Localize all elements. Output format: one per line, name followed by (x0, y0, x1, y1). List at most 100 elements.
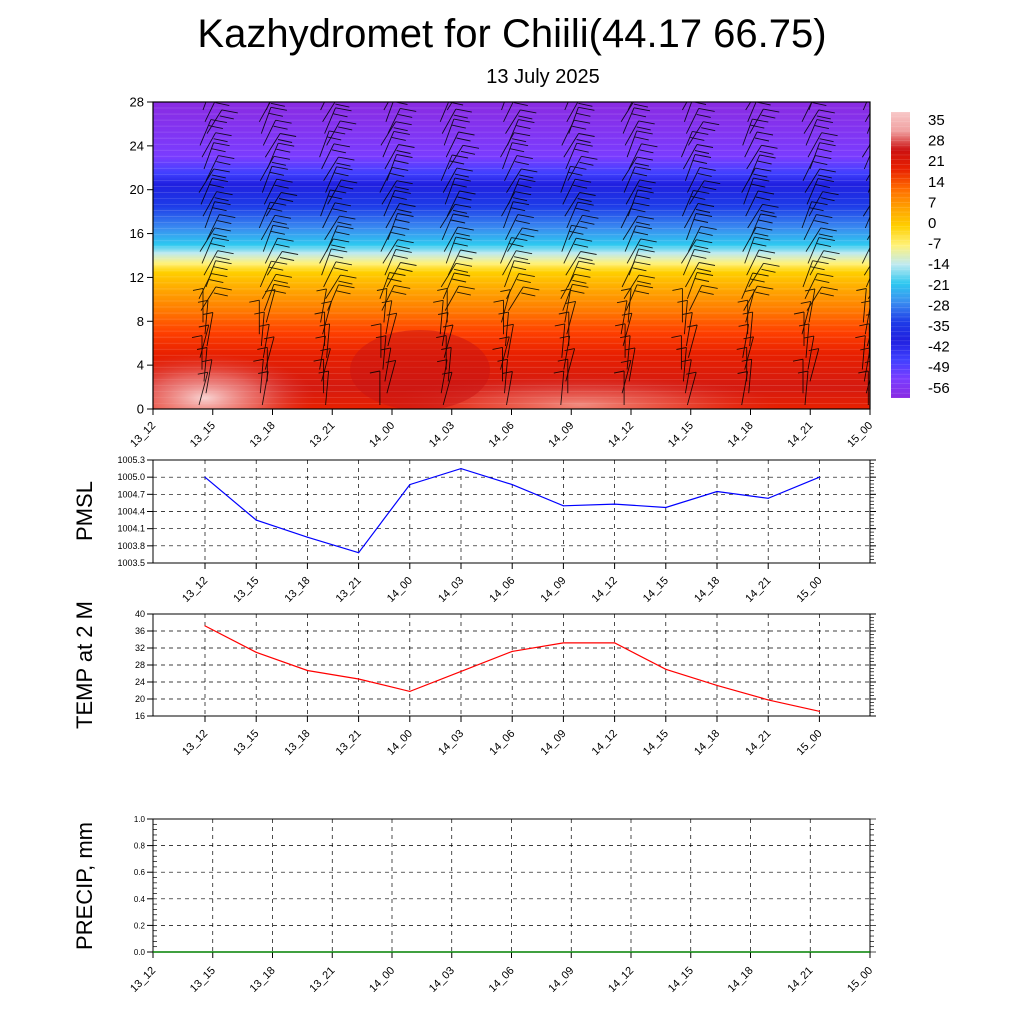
wind-barb-shaft (626, 335, 631, 370)
wind-barb-shaft (567, 156, 582, 182)
heatmap-x-tick-label: 14_18 (726, 420, 756, 450)
x-tick-label: 14_09 (546, 965, 576, 995)
wind-barb-flag (271, 289, 286, 294)
wind-barb-flag (192, 287, 204, 291)
wind-barb-flag (380, 347, 391, 351)
wind-barb-shaft (199, 119, 212, 146)
wind-barb-flag (320, 348, 331, 352)
wind-barb-flag (280, 133, 297, 137)
heatmap-x-tick-label: 13_21 (307, 420, 337, 450)
wind-barb-flag (636, 156, 653, 161)
wind-barb-flag (270, 106, 287, 111)
wind-barb-flag (815, 279, 830, 284)
wind-barb-flag (396, 150, 411, 154)
wind-barb-flag (692, 254, 707, 259)
wind-barb-flag (453, 213, 470, 218)
wind-barb-shaft (262, 324, 270, 358)
wind-barb-flag (578, 257, 593, 261)
wind-barb-flag (879, 221, 893, 224)
wind-barb-flag (338, 280, 353, 285)
wind-barb-flag (211, 90, 225, 93)
heatmap-x-tick-label: 13_18 (248, 420, 278, 450)
wind-barb-flag (701, 127, 716, 132)
heatmap-y-tick-label: 8 (137, 314, 144, 329)
wind-barb-flag (271, 260, 288, 265)
wind-barb-flag (638, 248, 655, 253)
wind-barb-flag (631, 208, 646, 213)
wind-barb-shaft (323, 261, 337, 288)
heatmap-y-tick-label: 12 (130, 270, 144, 285)
wind-barb-flag (270, 230, 285, 235)
wind-barb-flag (638, 274, 655, 279)
x-tick-label: 15_00 (794, 728, 824, 758)
wind-barb-flag (215, 260, 232, 265)
wind-barb-shaft (504, 359, 508, 394)
wind-barb-shaft (809, 250, 824, 276)
y-tick-label: 24 (135, 677, 145, 687)
wind-barb-flag (576, 112, 591, 117)
wind-barb-flag (570, 165, 587, 170)
wind-barb-shaft (264, 133, 281, 158)
wind-barb-shaft (200, 178, 213, 205)
wind-barb-flag (313, 358, 324, 362)
wind-barb-shaft (321, 348, 331, 382)
wind-barb-flag (621, 288, 632, 291)
wind-barb-flag (703, 121, 720, 126)
wind-barb-shaft (685, 108, 700, 134)
wind-barb-flag (752, 242, 767, 247)
x-tick-label: 14_21 (785, 965, 815, 995)
wind-barb-flag (456, 291, 471, 296)
wind-barb-flag (517, 184, 532, 189)
wind-barb-flag (451, 96, 467, 99)
wind-barb-flag (819, 142, 836, 147)
wind-barb-flag (875, 238, 891, 241)
wind-barb-flag (696, 144, 714, 148)
x-tick-label: 13_15 (188, 965, 218, 995)
wind-barb-flag (754, 232, 769, 237)
wind-barb-flag (638, 91, 652, 94)
wind-barb-flag (633, 103, 648, 108)
wind-barb-flag (816, 115, 831, 120)
wind-barb-shaft (622, 313, 633, 347)
wind-barb-flag (816, 243, 831, 248)
dark-patch (350, 330, 490, 409)
wind-barb-shaft (565, 251, 581, 276)
pmsl-panel: 1003.5 1003.8 1004.1 1004.4 1004.7 1005.0 1005… (72, 455, 876, 605)
data-point (306, 669, 308, 672)
wind-barb-shaft (686, 167, 701, 193)
wind-barb-shaft (801, 201, 813, 229)
wind-barb-flag (759, 96, 775, 99)
x-tick-label: 13_18 (282, 575, 312, 605)
wind-barb-shaft (384, 249, 397, 276)
wind-barb-flag (875, 267, 889, 270)
wind-barb-flag (336, 290, 351, 295)
wind-barbs (191, 90, 893, 406)
wind-barb-flag (278, 142, 295, 147)
colorbar-label: -49 (928, 359, 950, 376)
wind-barb-flag (694, 92, 708, 95)
wind-barb-shaft (503, 201, 514, 229)
wind-barb-flag (436, 335, 447, 339)
wind-barb-shaft (385, 203, 400, 229)
wind-barb-flag (441, 371, 453, 375)
wind-barb-flag (558, 311, 569, 315)
wind-barb-shaft (507, 324, 514, 358)
data-point (204, 625, 206, 627)
wind-barb-shaft (206, 109, 223, 134)
wind-barb-shaft (748, 154, 761, 181)
wind-barb-shaft (745, 190, 759, 217)
wind-barb-shaft (866, 124, 870, 134)
wind-barb-flag (568, 171, 583, 176)
wind-barb-flag (454, 203, 472, 208)
wind-barb-shaft (200, 286, 217, 311)
data-point (511, 484, 513, 486)
x-tick-label: 14_06 (487, 728, 517, 758)
wind-barb-flag (636, 254, 651, 259)
precip-panel: 0.0 0.2 0.4 0.6 0.8 1.0 13_12 13_15 13_18 13_21 14… (72, 815, 876, 995)
wind-barb-shaft (863, 265, 870, 276)
wind-barb-shaft (683, 102, 693, 122)
wind-barb-flag (515, 220, 530, 225)
y-tick-label: 1005.0 (117, 472, 145, 482)
heatmap-x-tick-label: 14_15 (666, 420, 696, 450)
wind-barb-flag (212, 237, 229, 242)
